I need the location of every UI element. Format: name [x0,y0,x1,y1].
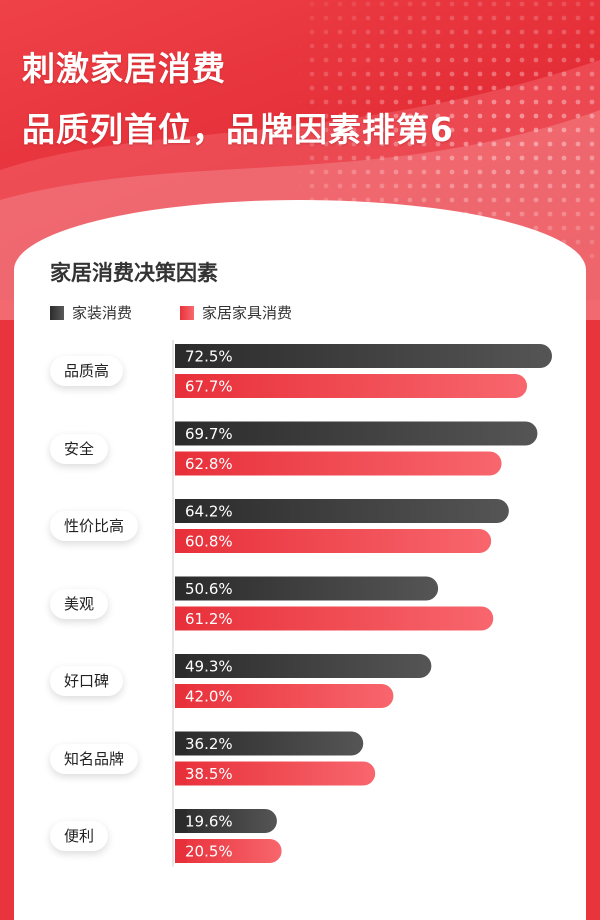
legend-label-series-1: 家装消费 [72,304,133,322]
bar-base-series-1-7 [175,809,187,833]
bar-base-series-2-7 [175,839,187,863]
bar-series-2-5 [175,684,394,708]
bar-series-1-1 [175,344,552,368]
category-label-2: 安全 [50,433,109,464]
bar-base-series-2-2 [175,451,187,476]
legend-swatch-series-2 [180,305,194,320]
bar-series-2-2 [175,451,502,476]
category-label-6: 知名品牌 [50,743,139,774]
bar-base-series-2-3 [175,529,187,553]
legend-item-series-1: 家装消费 [50,302,132,323]
data-label-series-1-2: 69.7% [185,425,233,443]
data-label-series-1-6: 36.2% [185,735,233,753]
bar-series-2-4 [175,606,494,631]
headline-line-2: 品质列首位，品牌因素排第6 [22,110,454,149]
category-label-4: 美观 [50,588,109,619]
data-label-series-1-7: 19.6% [185,813,233,831]
bar-base-series-1-3 [175,499,187,523]
data-label-series-2-3: 60.8% [185,533,233,551]
bar-series-2-1 [175,374,528,398]
bar-chart: 72.5% 67.7% 69.7% 62.8% 64.2% 60.8% 50.6% 61.2%… [172,340,552,867]
data-label-series-1-5: 49.3% [185,658,233,676]
bar-series-2-6 [175,761,376,786]
data-label-series-2-7: 20.5% [185,843,233,861]
data-label-series-2-6: 38.5% [185,765,233,783]
legend-label-series-2: 家居家具消费 [202,304,293,322]
data-label-series-2-5: 42.0% [185,688,233,706]
bar-base-series-1-4 [175,576,187,601]
category-label-1: 品质高 [50,356,124,386]
data-label-series-1-3: 64.2% [185,503,233,521]
chart-card [14,200,586,920]
data-label-series-2-2: 62.8% [185,455,233,473]
bar-base-series-2-4 [175,606,187,631]
bar-series-2-3 [175,529,492,553]
bar-series-1-4 [175,576,439,601]
legend-swatch-series-1 [50,305,64,320]
bar-series-1-2 [175,421,538,446]
category-label-5: 好口碑 [50,666,124,696]
data-label-series-2-4: 61.2% [185,610,233,628]
legend-item-series-2: 家居家具消费 [180,302,292,323]
category-label-3: 性价比高 [50,511,139,541]
bar-base-series-1-2 [175,421,187,446]
bar-base-series-2-6 [175,761,187,786]
bar-series-1-6 [175,731,364,756]
data-label-series-1-1: 72.5% [185,348,233,366]
data-label-series-1-4: 50.6% [185,580,233,598]
bar-series-2-7 [175,839,282,863]
bar-base-series-2-1 [175,374,187,398]
bar-base-series-1-1 [175,344,187,368]
category-label-7: 便利 [50,821,109,851]
bar-series-1-5 [175,654,432,678]
bar-base-series-1-6 [175,731,187,756]
bar-series-1-3 [175,499,509,523]
chart-title: 家居消费决策因素 [50,261,218,285]
bar-series-1-7 [175,809,277,833]
bar-base-series-1-5 [175,654,187,678]
bar-base-series-2-5 [175,684,187,708]
headline-line-1: 刺激家居消费 [22,49,226,88]
data-label-series-2-1: 67.7% [185,378,233,396]
